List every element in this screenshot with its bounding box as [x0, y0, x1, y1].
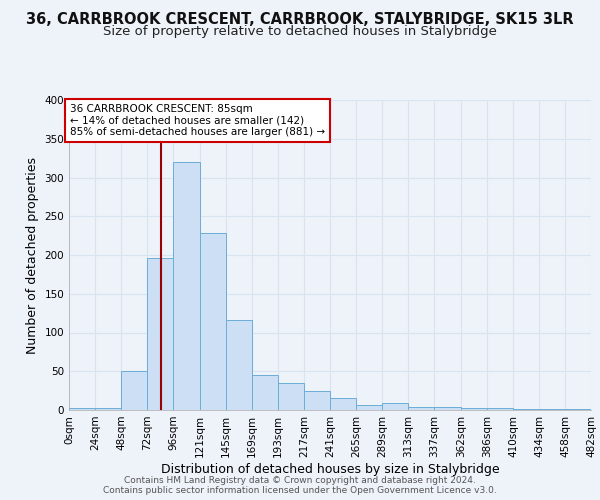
Bar: [121, 371, 147, 410]
Bar: [200, 234, 226, 410]
Text: 36 CARRBROOK CRESCENT: 85sqm
← 14% of detached houses are smaller (142)
85% of s: 36 CARRBROOK CRESCENT: 85sqm ← 14% of de…: [70, 104, 325, 137]
Bar: [330, 398, 356, 410]
Bar: [252, 375, 278, 410]
Bar: [539, 409, 565, 410]
Bar: [278, 383, 304, 410]
Text: Size of property relative to detached houses in Stalybridge: Size of property relative to detached ho…: [103, 25, 497, 38]
Bar: [95, 408, 121, 410]
Bar: [173, 162, 200, 410]
Bar: [356, 406, 382, 410]
Bar: [487, 408, 513, 410]
Bar: [408, 407, 434, 410]
Bar: [461, 408, 487, 410]
Bar: [69, 408, 95, 410]
Bar: [513, 409, 539, 410]
Text: Contains HM Land Registry data © Crown copyright and database right 2024.: Contains HM Land Registry data © Crown c…: [124, 476, 476, 485]
Text: 36, CARRBROOK CRESCENT, CARRBROOK, STALYBRIDGE, SK15 3LR: 36, CARRBROOK CRESCENT, CARRBROOK, STALY…: [26, 12, 574, 28]
Bar: [434, 407, 461, 410]
Y-axis label: Number of detached properties: Number of detached properties: [26, 156, 39, 354]
Bar: [304, 392, 330, 410]
Bar: [565, 409, 591, 410]
Text: Contains public sector information licensed under the Open Government Licence v3: Contains public sector information licen…: [103, 486, 497, 495]
Bar: [226, 320, 252, 410]
X-axis label: Distribution of detached houses by size in Stalybridge: Distribution of detached houses by size …: [161, 462, 499, 475]
Bar: [382, 403, 408, 410]
Bar: [147, 258, 173, 410]
